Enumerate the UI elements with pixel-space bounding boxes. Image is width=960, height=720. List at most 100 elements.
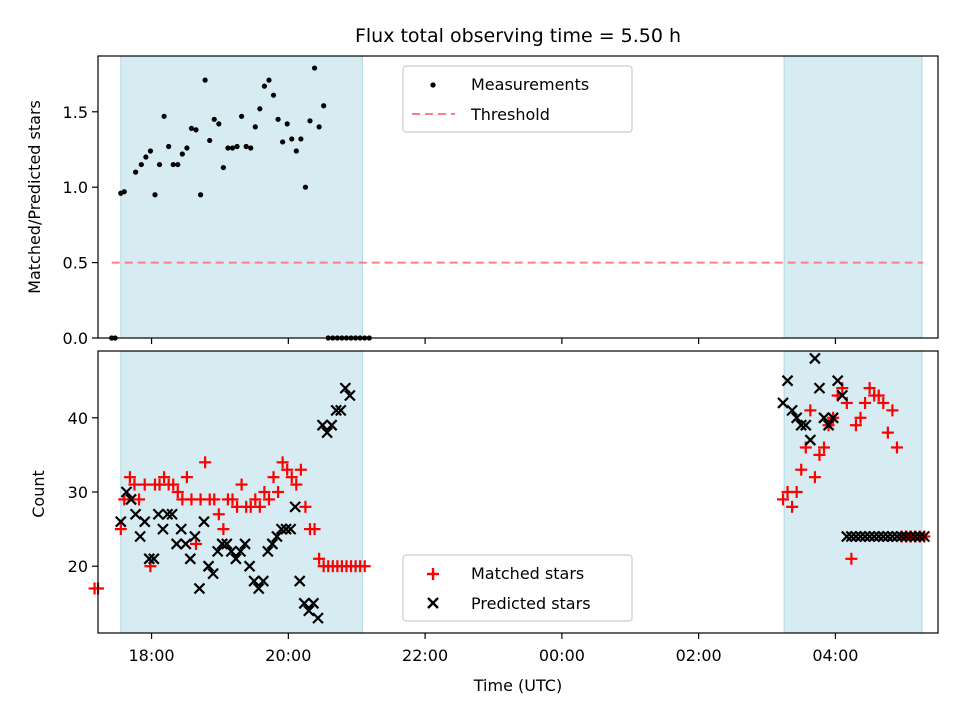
matched-star-point (171, 486, 184, 498)
bottom-legend-box (402, 554, 633, 622)
predicted-star-point (202, 560, 215, 572)
measurement-point (270, 92, 277, 98)
predicted-star-point (115, 515, 127, 528)
predicted-star-point (334, 404, 347, 417)
measurement-point (147, 148, 154, 154)
matched-star-point (818, 441, 831, 454)
x-tick-label: 18:00 (129, 646, 175, 665)
predicted-star-point (795, 419, 808, 431)
predicted-star-point (818, 412, 830, 424)
matched-star-point (249, 493, 262, 506)
measurement-point (234, 143, 240, 150)
predicted-star-point (230, 553, 242, 565)
predicted-star-point (239, 538, 251, 550)
top-y-ticks: 0.0 0.5 1.0 1.5 (63, 103, 98, 348)
predicted-star-point (850, 530, 862, 543)
bottom-y-tick-label: 40 (68, 409, 88, 428)
predicted-star-point (293, 575, 306, 587)
predicted-star-point (266, 538, 279, 550)
matched-star-point (267, 471, 280, 484)
predicted-star-point (179, 538, 192, 550)
measurement-point (316, 124, 322, 130)
legend-matched-label: Matched stars (471, 564, 584, 583)
matched-star-point (262, 493, 275, 506)
predicted-star-point (184, 553, 197, 565)
top-y-tick-label: 1.5 (63, 103, 88, 122)
matched-star-point (299, 500, 312, 513)
predicted-star-point (157, 523, 169, 535)
predicted-star-point (886, 530, 899, 543)
chart-title: Flux total observing time = 5.50 h (355, 25, 681, 47)
matched-star-point (114, 523, 127, 536)
predicted-star-point (316, 419, 329, 431)
matched-star-point (313, 552, 326, 565)
measurement-point (207, 137, 213, 144)
predicted-star-point (207, 567, 219, 580)
measurement-point (239, 113, 245, 119)
predicted-star-point (877, 530, 890, 543)
shaded-window-top-1 (783, 55, 923, 339)
measurement-point (184, 145, 190, 151)
matched-star-point (199, 456, 212, 469)
top-y-tick-label: 0.0 (63, 329, 88, 348)
predicted-star-point (900, 530, 912, 543)
x-tick-label: 20:00 (265, 646, 311, 665)
x-tick-label: 22:00 (402, 646, 448, 665)
matched-star-point (123, 471, 136, 484)
matched-star-point (776, 493, 789, 506)
predicted-star-point (252, 582, 265, 595)
predicted-star-point (868, 530, 880, 543)
predicted-star-point (325, 419, 338, 431)
predicted-star-point (891, 530, 903, 543)
measurement-point (161, 113, 167, 119)
predicted-star-point (198, 515, 210, 528)
predicted-star-point (234, 545, 247, 558)
measurement-point (133, 169, 139, 175)
measurement-point (170, 161, 176, 168)
measurement-point (280, 139, 286, 145)
predicted-star-point (872, 530, 885, 543)
predicted-star-point (216, 538, 229, 550)
matched-star-point (128, 478, 141, 491)
x-tick-label: 00:00 (539, 646, 585, 665)
measurement-point (211, 116, 217, 122)
matched-star-point (190, 537, 203, 550)
matched-star-point (285, 471, 298, 484)
predicted-star-point (790, 412, 803, 424)
measurement-point (220, 164, 226, 171)
predicted-star-point (777, 397, 789, 409)
matched-star-point (272, 486, 285, 498)
predicted-star-point (134, 530, 146, 543)
predicted-star-point (152, 508, 165, 521)
shaded-window-bottom-0 (120, 350, 363, 634)
observing-windows (120, 55, 923, 634)
matched-star-point (167, 478, 180, 491)
predicted-star-point (854, 530, 867, 543)
matched-star-point (786, 500, 799, 513)
matched-star-point (208, 493, 221, 506)
bottom-legend: Matched stars Predicted stars (402, 554, 633, 622)
predicted-star-point (841, 530, 853, 543)
predicted-star-point (813, 382, 826, 394)
predicted-star-point (289, 501, 301, 513)
predicted-star-point (166, 508, 178, 521)
matched-star-point (854, 411, 867, 424)
measurement-point (197, 192, 204, 198)
predicted-star-point (321, 426, 333, 439)
predicted-stars-points (115, 352, 931, 624)
legend-threshold-label: Threshold (470, 105, 550, 124)
shaded-window-bottom-1 (783, 350, 923, 634)
predicted-star-point (831, 374, 844, 387)
legend-predicted-label: Predicted stars (471, 594, 591, 613)
predicted-star-point (284, 523, 297, 535)
matched-star-point (790, 486, 803, 498)
measurement-point (252, 124, 258, 130)
predicted-star-point (330, 404, 342, 417)
measurement-point (307, 118, 313, 124)
shaded-window-top-0 (120, 55, 363, 339)
predicted-star-point (312, 612, 324, 624)
matched-star-point (849, 419, 862, 432)
predicted-star-point (280, 523, 292, 535)
predicted-star-point (913, 530, 926, 543)
matched-star-point (180, 471, 193, 484)
